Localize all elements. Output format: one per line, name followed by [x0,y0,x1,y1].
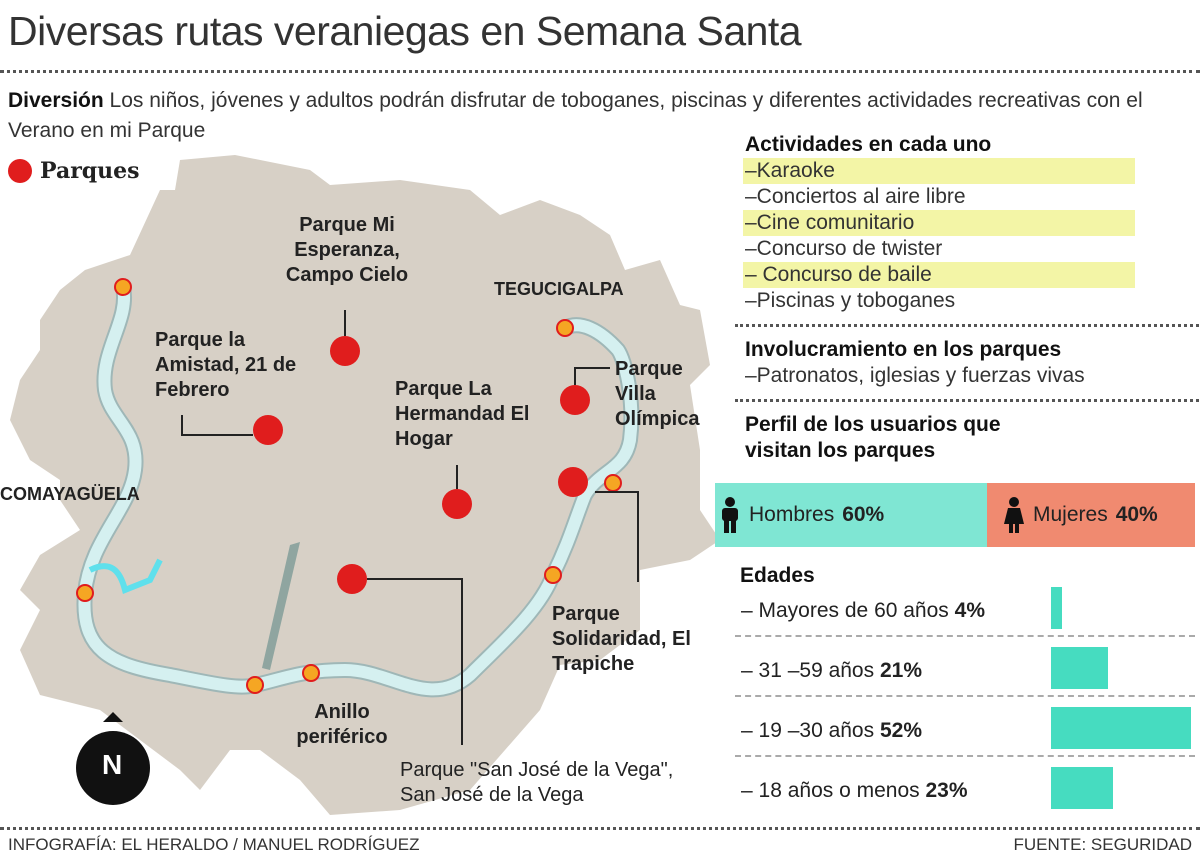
age-value: 52% [879,719,922,742]
age-value: 4% [954,599,985,622]
age-row: – 19 –30 años 52% [735,695,1195,757]
men-segment: Hombres 60% [715,483,987,547]
map [10,155,720,815]
age-label: – 19 –30 años [741,719,875,742]
involvement-heading: Involucramiento en los parques [745,338,1062,361]
gender-bar: Hombres 60% Mujeres 40% [715,483,1195,547]
age-label: – 18 años o menos [741,779,920,802]
north-label: N [102,749,123,780]
profile-heading: Perfil de los usuarios que visitan los p… [745,413,1001,462]
park-marker [560,385,590,415]
divider [735,324,1200,327]
age-label: – 31 –59 años [741,659,875,682]
ages-heading: Edades [740,564,815,587]
leader-lines [181,310,639,745]
activity-item: –Conciertos al aire libre [745,185,966,208]
source: FUENTE: SEGURIDAD [1013,835,1192,854]
age-row: – Mayores de 60 años 4% [735,575,1195,637]
park-dot-icon [8,159,32,183]
park-marker [337,564,367,594]
women-value: 40% [1115,503,1158,526]
activities-heading: Actividades en cada uno [745,133,992,156]
park-marker [330,336,360,366]
road-label: Anillo periférico [296,701,388,748]
men-label: Hombres [749,503,835,526]
credit: INFOGRAFÍA: EL HERALDO / MANUEL RODRÍGUE… [8,835,420,854]
park-label: Parque Villa Olímpica [615,358,700,430]
divider [735,399,1200,402]
subtitle: Diversión Los niños, jóvenes y adultos p… [8,86,1158,146]
water-body [88,558,163,595]
city-label-comayaguela: COMAYAGÜELA [0,484,140,504]
park-label: Parque Solidaridad, El Trapiche [552,603,691,675]
legend: Parques [8,158,140,184]
park-label: Parque Mi Esperanza, Campo Cielo [285,214,409,286]
activity-item: –Concurso de twister [745,237,943,260]
park-markers [253,336,590,594]
activity-item: –Cine comunitario [743,210,1135,236]
park-marker [442,489,472,519]
woman-icon [1004,497,1024,533]
age-bar [1051,767,1113,809]
age-label: – Mayores de 60 años [741,599,949,622]
activity-item: –Piscinas y toboganes [745,289,956,312]
women-segment: Mujeres 40% [987,483,1195,547]
park-label: Parque la Amistad, 21 de Febrero [155,329,297,401]
women-label: Mujeres [1033,503,1108,526]
divider [0,70,1200,73]
park-label: Parque "San José de la Vega", San José d… [400,759,674,806]
age-value: 21% [879,659,922,682]
subtitle-lead: Diversión [8,89,104,112]
north-compass [76,712,150,805]
age-row: – 31 –59 años 21% [735,635,1195,697]
info-panel: Actividades en cada uno –Karaoke –Concie… [735,132,1200,464]
legend-label: Parques [40,158,140,184]
age-bar [1051,647,1108,689]
park-marker [253,415,283,445]
park-marker [558,467,588,497]
divider [0,827,1200,830]
age-bar [1051,707,1191,749]
man-icon [722,497,738,533]
activity-item: –Karaoke [743,158,1135,184]
activity-item: – Concurso de baile [743,262,1135,288]
age-value: 23% [925,779,968,802]
age-bar [1051,587,1062,629]
airport-runway [262,542,300,670]
age-row: – 18 años o menos 23% [735,755,1195,815]
subtitle-text: Los niños, jóvenes y adultos podrán disf… [8,89,1143,142]
involvement-text: –Patronatos, iglesias y fuerzas vivas [745,364,1085,387]
page-title: Diversas rutas veraniegas en Semana Sant… [8,8,802,54]
anillo-periferico-road-fill [78,281,638,696]
city-label-tegucigalpa: TEGUCIGALPA [494,279,624,299]
route-nodes [76,278,622,694]
park-label: Parque La Hermandad El Hogar [395,378,530,450]
men-value: 60% [842,503,885,526]
map-land [10,155,720,815]
